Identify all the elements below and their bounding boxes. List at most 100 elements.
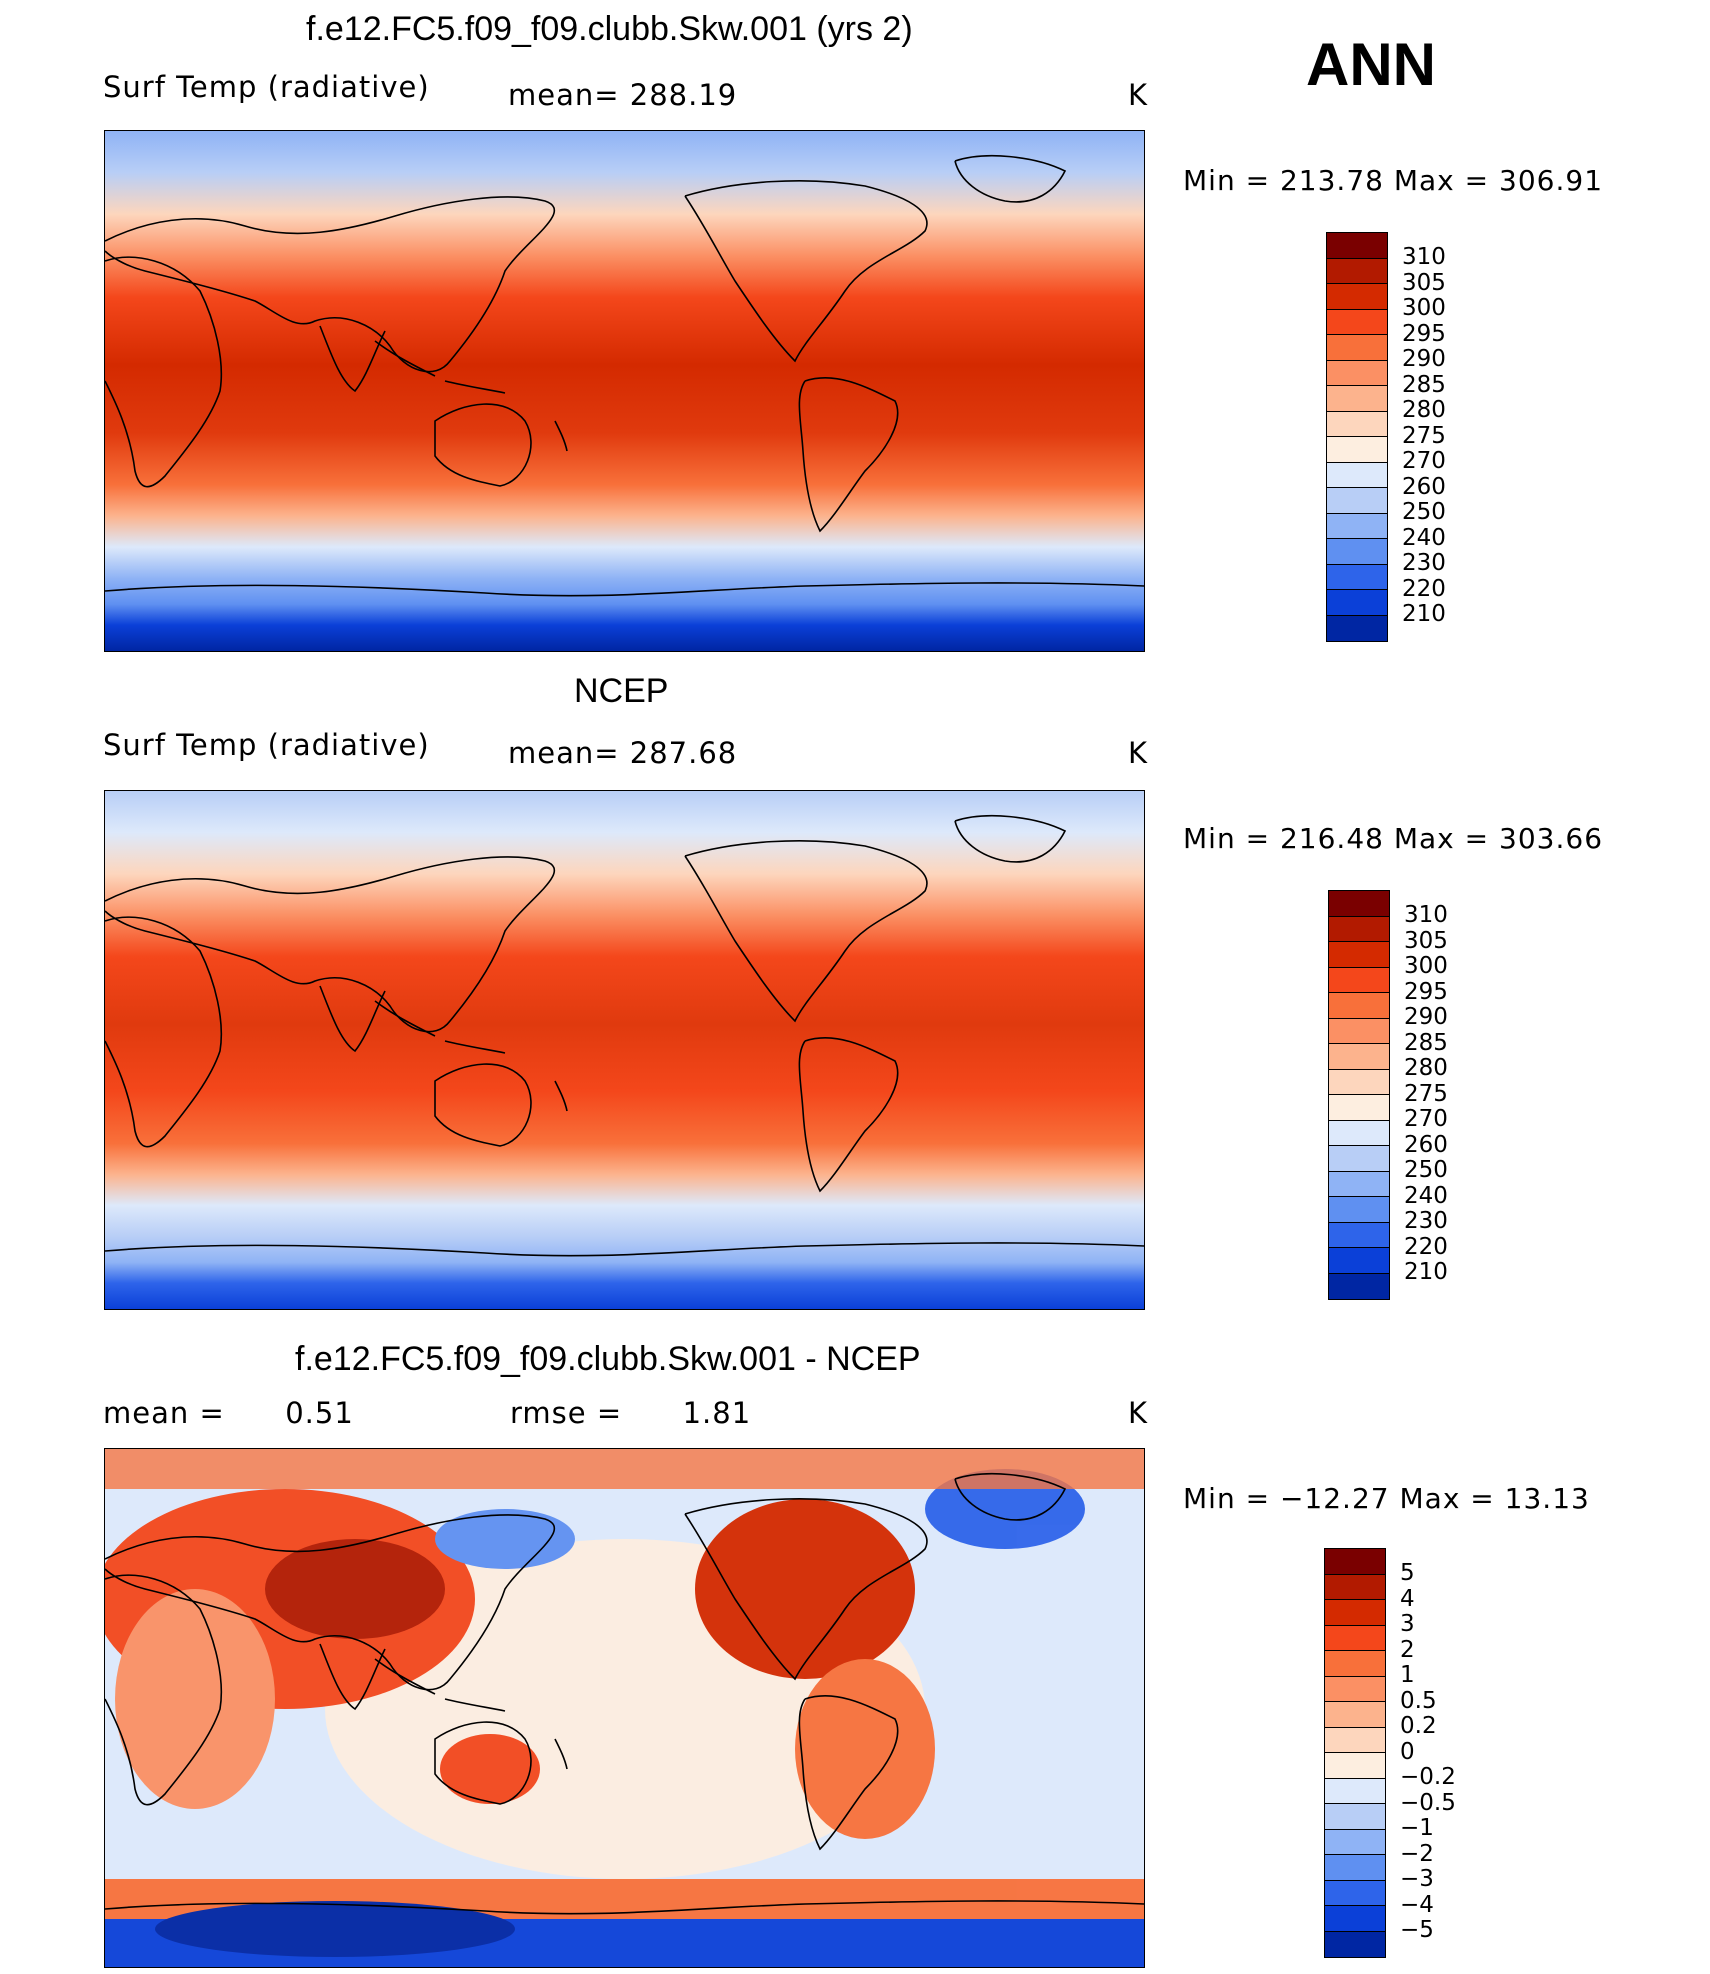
panel1-colorbar: [1326, 232, 1388, 642]
panel2-colorbar-label: 300: [1404, 953, 1448, 979]
panel2-colorbar-cell: [1329, 1273, 1389, 1299]
panel3-colorbar-cell: [1325, 1549, 1385, 1575]
panel2-title: NCEP: [574, 672, 669, 710]
panel3-colorbar-cell: [1325, 1625, 1385, 1651]
panel3-colorbar-label: −2: [1400, 1840, 1434, 1867]
panel2-colorbar-label: 260: [1404, 1131, 1448, 1158]
panel3-mean: mean = 0.51: [103, 1396, 354, 1430]
panel2-units: K: [1128, 736, 1149, 770]
panel3-colorbar-cell: [1325, 1880, 1385, 1906]
panel1-minmax: Min = 213.78 Max = 306.91: [1183, 164, 1604, 197]
panel1-colorbar-label: 285: [1402, 371, 1446, 398]
panel3-colorbar-label: 5: [1400, 1560, 1415, 1586]
panel1-colorbar-label: 240: [1402, 524, 1446, 551]
panel2-colorbar-label: 240: [1404, 1182, 1448, 1209]
panel2-mean-label: mean=: [508, 736, 620, 770]
panel1-colorbar-label: 290: [1402, 346, 1446, 372]
panel2-variable: Surf Temp (radiative): [103, 728, 430, 762]
panel2-colorbar-label: 220: [1404, 1233, 1448, 1260]
panel1-colorbar-cell: [1327, 284, 1387, 310]
panel1-colorbar-label: 300: [1402, 295, 1446, 321]
panel3-colorbar-cell: [1325, 1727, 1385, 1753]
panel1-colorbar-label: 220: [1402, 575, 1446, 602]
panel2-colorbar-cell: [1329, 967, 1389, 993]
panel3-colorbar-cell: [1325, 1574, 1385, 1600]
panel3-colorbar-label: 0.5: [1400, 1687, 1437, 1714]
panel2-mean-value: 287.68: [629, 736, 738, 770]
panel2-colorbar-label: 310: [1404, 902, 1448, 928]
panel3-colorbar-label: 2: [1400, 1636, 1415, 1663]
panel2-colorbar-cell: [1329, 916, 1389, 942]
panel2-colorbar-cell: [1329, 942, 1389, 968]
panel2-map: [104, 790, 1145, 1310]
panel2-max-value: 303.66: [1499, 822, 1604, 855]
panel2-colorbar-cell: [1329, 1197, 1389, 1223]
panel1-variable: Surf Temp (radiative): [103, 70, 430, 104]
panel1-colorbar-cell: [1327, 564, 1387, 590]
panel2-colorbar-cell: [1329, 1120, 1389, 1146]
panel1-colorbar-label: 280: [1402, 397, 1446, 423]
panel2-colorbar-label: 270: [1404, 1106, 1448, 1132]
panel1-colorbar-label: 310: [1402, 244, 1446, 270]
panel1-min-label: Min: [1183, 164, 1236, 197]
panel3-title: f.e12.FC5.f09_f09.clubb.Skw.001 - NCEP: [295, 1340, 921, 1378]
panel3-colorbar-label: −5: [1400, 1917, 1434, 1943]
panel3-max-value: 13.13: [1504, 1482, 1590, 1515]
panel1-colorbar-label: 270: [1402, 448, 1446, 474]
panel2-colorbar-label: 290: [1404, 1004, 1448, 1030]
panel3-colorbar-cell: [1325, 1829, 1385, 1855]
panel3-continents: [105, 1473, 1144, 1915]
panel1-colorbar-label: 275: [1402, 422, 1446, 449]
panel1-colorbar-cell: [1327, 335, 1387, 361]
panel2-colorbar-cell: [1329, 993, 1389, 1019]
panel1-max-value: 306.91: [1499, 164, 1604, 197]
panel2-colorbar-cell: [1329, 1222, 1389, 1248]
panel2-colorbar-label: 250: [1404, 1157, 1448, 1183]
panel1-map: [104, 130, 1145, 652]
panel3-map: [104, 1448, 1145, 1968]
season-label: ANN: [1306, 31, 1436, 98]
panel2-colorbar-label: 230: [1404, 1208, 1448, 1234]
panel1-colorbar-label: 210: [1402, 601, 1446, 627]
panel2-colorbar-label: 305: [1404, 927, 1448, 954]
panel1-colorbar-cell: [1327, 488, 1387, 514]
panel1-title: f.e12.FC5.f09_f09.clubb.Skw.001 (yrs 2): [306, 10, 913, 48]
panel3-colorbar-label: −1: [1400, 1815, 1434, 1841]
panel1-colorbar-cell: [1327, 411, 1387, 437]
panel2-colorbar-cell: [1329, 891, 1389, 917]
panel3-colorbar-label: −3: [1400, 1866, 1434, 1892]
panel3-minmax: Min = −12.27 Max = 13.13: [1183, 1482, 1590, 1515]
panel1-colorbar-cell: [1327, 615, 1387, 641]
panel1-colorbar-cell: [1327, 590, 1387, 616]
panel3-units: K: [1128, 1396, 1149, 1430]
panel1-colorbar-cell: [1327, 360, 1387, 386]
panel1-colorbar-cell: [1327, 386, 1387, 412]
panel2-colorbar-label: 295: [1404, 978, 1448, 1005]
panel1-units: K: [1128, 78, 1149, 112]
panel2-colorbar-cell: [1329, 1095, 1389, 1121]
panel1-colorbar-cell: [1327, 539, 1387, 565]
panel3-colorbar-label: −0.5: [1400, 1789, 1456, 1816]
panel2-colorbar-label: 275: [1404, 1080, 1448, 1107]
panel2-colorbar-cell: [1329, 1044, 1389, 1070]
panel1-colorbar-label: 305: [1402, 269, 1446, 296]
panel3-min-value: −12.27: [1279, 1482, 1390, 1515]
panel3-colorbar-label: 0: [1400, 1738, 1415, 1765]
panel1-colorbar-cell: [1327, 309, 1387, 335]
panel1-min-value: 213.78: [1279, 164, 1384, 197]
panel2-minmax: Min = 216.48 Max = 303.66: [1183, 822, 1604, 855]
panel3-rmse-label: rmse =: [510, 1396, 623, 1430]
panel3-colorbar-cell: [1325, 1906, 1385, 1932]
panel3-min-label: Min: [1183, 1482, 1236, 1515]
panel2-colorbar-label: 210: [1404, 1259, 1448, 1285]
panel1-colorbar-cell: [1327, 513, 1387, 539]
panel3-colorbar-cell: [1325, 1931, 1385, 1957]
panel2-colorbar-label: 285: [1404, 1029, 1448, 1056]
panel1-mean-label: mean=: [508, 78, 620, 112]
panel2-mean: mean= 287.68: [508, 736, 737, 770]
panel2-colorbar: [1328, 890, 1390, 1300]
panel3-colorbar-label: −0.2: [1400, 1764, 1456, 1790]
panel3-colorbar-label: −4: [1400, 1891, 1434, 1918]
panel2-continents: [105, 815, 1144, 1257]
panel3-max-label: Max: [1399, 1482, 1461, 1515]
